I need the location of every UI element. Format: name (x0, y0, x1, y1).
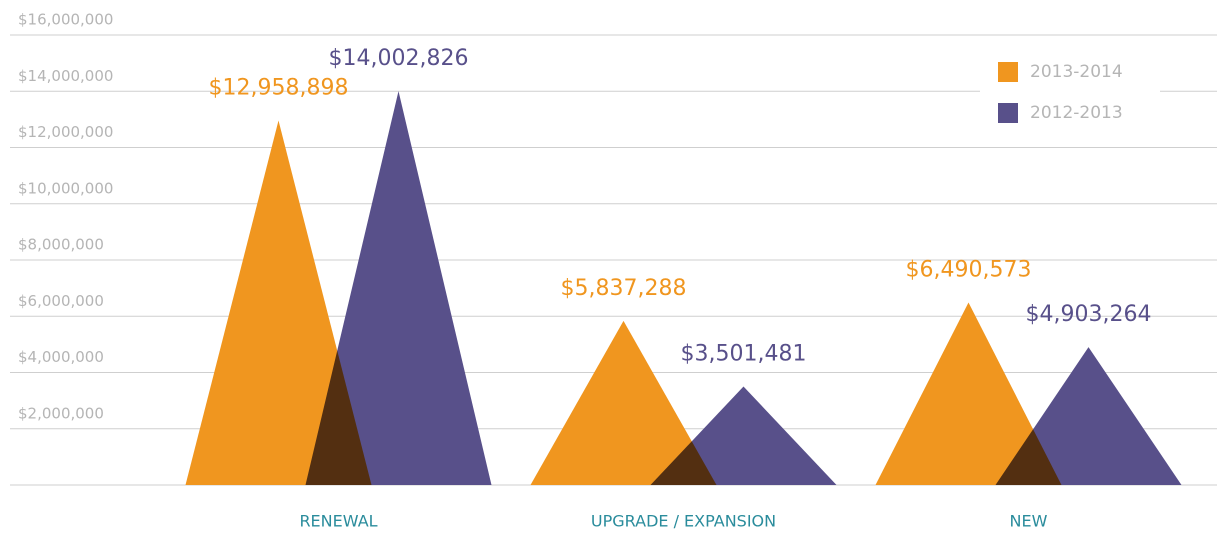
legend-label: 2013-2014 (1030, 62, 1123, 82)
marks (185, 91, 1182, 485)
value-label: $4,903,264 (1026, 302, 1152, 327)
value-label: $6,490,573 (906, 257, 1032, 282)
triangle-bar (185, 120, 372, 485)
value-label: $14,002,826 (329, 46, 469, 71)
legend-swatch (998, 103, 1018, 123)
y-tick-label: $14,000,000 (18, 67, 113, 85)
x-tick-label: RENEWAL (299, 512, 377, 531)
value-label: $12,958,898 (209, 76, 349, 101)
value-label: $5,837,288 (561, 276, 687, 301)
x-tick-label: NEW (1010, 512, 1048, 531)
triangle-bar (875, 302, 1062, 485)
y-tick-label: $2,000,000 (18, 404, 104, 422)
triangle-bar (995, 347, 1182, 485)
labels: $2,000,000 $4,000,000 $6,000,000 $8,000,000… (18, 11, 1160, 531)
x-tick-label: UPGRADE / EXPANSION (591, 512, 776, 531)
y-tick-label: $16,000,000 (18, 11, 113, 29)
triangle-bar (650, 386, 837, 485)
y-tick-label: $12,000,000 (18, 123, 113, 141)
y-tick-label: $6,000,000 (18, 292, 104, 310)
y-tick-label: $8,000,000 (18, 236, 104, 254)
triangle-bar (530, 320, 717, 485)
legend-label: 2012-2013 (1030, 103, 1123, 123)
value-label: $3,501,481 (681, 342, 807, 367)
y-tick-label: $10,000,000 (18, 179, 113, 197)
y-tick-label: $4,000,000 (18, 348, 104, 366)
triangle-bar (305, 91, 492, 485)
legend-swatch (998, 62, 1018, 82)
